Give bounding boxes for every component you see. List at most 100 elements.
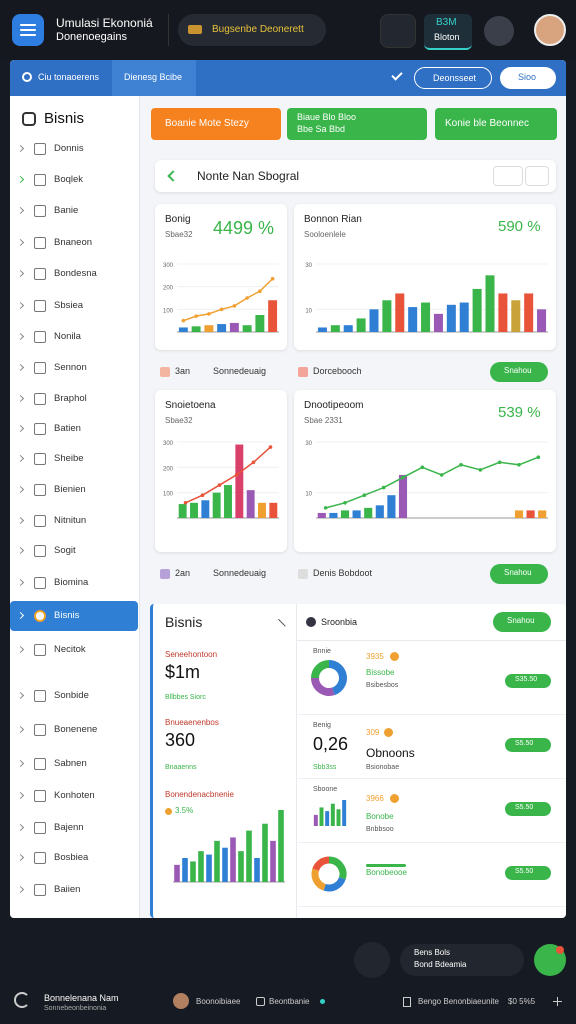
sidebar-item[interactable]: Banie — [10, 196, 138, 226]
bar — [317, 327, 327, 332]
sidebar-item[interactable]: Boqlek — [10, 165, 138, 195]
sidebar-item[interactable]: Bajenn — [10, 813, 138, 843]
fab[interactable] — [534, 944, 566, 976]
bar — [459, 302, 469, 332]
row-button[interactable]: Snahou — [490, 564, 548, 584]
sidebar-item[interactable]: Sabnen — [10, 749, 138, 779]
active-tab[interactable]: B3M Bloton — [424, 14, 472, 50]
item-badge[interactable]: S5.50 — [505, 802, 551, 816]
item-text: Bissobe — [366, 668, 395, 677]
sidebar-item[interactable]: Sheibe — [10, 444, 138, 474]
chevron — [16, 853, 25, 862]
bar — [446, 304, 456, 332]
sidebar-item[interactable]: Sonbide — [10, 681, 138, 711]
search-button[interactable] — [493, 166, 523, 186]
bar — [319, 807, 324, 826]
add-button[interactable] — [525, 166, 549, 186]
toast-title: Bens Bols — [414, 948, 451, 957]
item-label: Baiien — [54, 884, 81, 895]
bar — [398, 474, 408, 518]
action-button[interactable]: Biaue Blo Bloo Bbe Sa Bbd — [287, 108, 427, 140]
sidebar-item[interactable]: Donnis — [10, 134, 138, 164]
bar — [254, 858, 260, 882]
sidebar-item[interactable]: Bonenene — [10, 715, 138, 745]
sidebar-item[interactable]: Sennon — [10, 353, 138, 383]
badge-text: S5.50 — [515, 868, 534, 875]
bar — [356, 318, 366, 332]
line-point — [497, 460, 502, 465]
chevron — [16, 424, 25, 433]
item-badge[interactable]: S5.50 — [505, 866, 551, 880]
card-metric: 590 % — [498, 218, 541, 235]
sidebar-item[interactable]: Bnaneon — [10, 228, 138, 258]
sidebar-item[interactable]: Sbsiea — [10, 291, 138, 321]
item-dot — [390, 794, 399, 803]
sidebar-item[interactable]: Biomina — [10, 568, 138, 598]
item-icon — [34, 423, 46, 435]
sidebar-item[interactable]: Braphol — [10, 384, 138, 414]
item-text: Obnoons — [366, 746, 415, 760]
bar — [340, 510, 350, 518]
y-tick-label: 100 — [163, 492, 174, 498]
chevron — [16, 269, 25, 278]
donut-segment — [323, 876, 346, 892]
sidebar-item[interactable]: Sogit — [10, 536, 138, 566]
stat-value: $1m — [165, 662, 201, 682]
toolbar-button[interactable]: Deonsseet — [414, 67, 492, 89]
row-button[interactable]: Snahou — [490, 362, 548, 382]
sidebar-item[interactable]: Baiien — [10, 875, 138, 905]
close-button[interactable] — [354, 942, 390, 978]
sidebar-item[interactable]: Nonila — [10, 322, 138, 352]
action-button[interactable]: Konie ble Beonnec — [435, 108, 557, 140]
footer-right: Bengo Benonbiaeunite — [418, 997, 499, 1006]
bar — [262, 823, 268, 882]
card-subtitle: Sbae32 — [165, 416, 193, 425]
bar — [317, 512, 326, 518]
y-tick-label: 10 — [305, 492, 312, 498]
close-icon[interactable] — [271, 618, 286, 634]
bar — [230, 837, 236, 882]
stat-label: Seneehontoon — [165, 650, 218, 659]
item-label: Bondesna — [54, 268, 97, 279]
bar — [178, 504, 187, 518]
sidebar-item[interactable]: Necitok — [10, 635, 138, 665]
sidebar-item[interactable]: Bisnis — [10, 601, 138, 631]
icon-button[interactable] — [484, 16, 514, 46]
sidebar-item[interactable]: Konhoten — [10, 781, 138, 811]
legend-row: 3an Sonnedeuaig Dorcebooch Snahou — [155, 361, 556, 383]
col-divider — [296, 604, 297, 918]
action-button[interactable]: Boanie Mote Stezy — [151, 108, 281, 140]
item-badge[interactable]: S5.50 — [505, 738, 551, 752]
avatar[interactable] — [534, 14, 566, 46]
sidebar-item[interactable]: Bienien — [10, 475, 138, 505]
sidebar-item[interactable]: Nitnitun — [10, 506, 138, 536]
item-icon — [34, 884, 46, 896]
toast: Bens Bols Bond Bdeamia — [400, 944, 524, 976]
chart-metric: 3.5% — [175, 806, 194, 815]
bar — [342, 800, 347, 826]
item-icon — [34, 362, 46, 374]
toolbar-button[interactable]: Sioo — [500, 67, 556, 89]
sidebar-item[interactable]: Bosbiea — [10, 843, 138, 873]
chart: 100 200 300 — [163, 441, 279, 519]
item-label: Bosbiea — [54, 852, 89, 863]
back-icon[interactable] — [167, 170, 179, 182]
bar — [364, 507, 373, 518]
sidebar-item[interactable]: Batien — [10, 414, 138, 444]
sidebar-item[interactable]: Bondesna — [10, 259, 138, 289]
action-text: Konie ble Beonnec — [445, 118, 529, 129]
mid-sub: Sbb3ss — [313, 764, 337, 771]
icon-button[interactable] — [380, 14, 416, 48]
bar — [190, 861, 196, 882]
bar — [198, 851, 204, 882]
legend-swatch — [160, 367, 170, 377]
badge-text: S35.50 — [515, 676, 538, 683]
chart: 100 200 300 — [163, 263, 279, 333]
item-title: 3935 — [366, 652, 384, 661]
panel-button[interactable]: Snahou — [493, 612, 551, 632]
item-label: Konhoten — [54, 790, 95, 801]
chevron — [16, 885, 25, 894]
item-badge[interactable]: S35.50 — [505, 674, 551, 688]
status-pill[interactable]: Bugsenbe Deonerett — [178, 14, 326, 46]
toolbar-tab[interactable]: Dienesg Bcibe — [112, 60, 196, 96]
